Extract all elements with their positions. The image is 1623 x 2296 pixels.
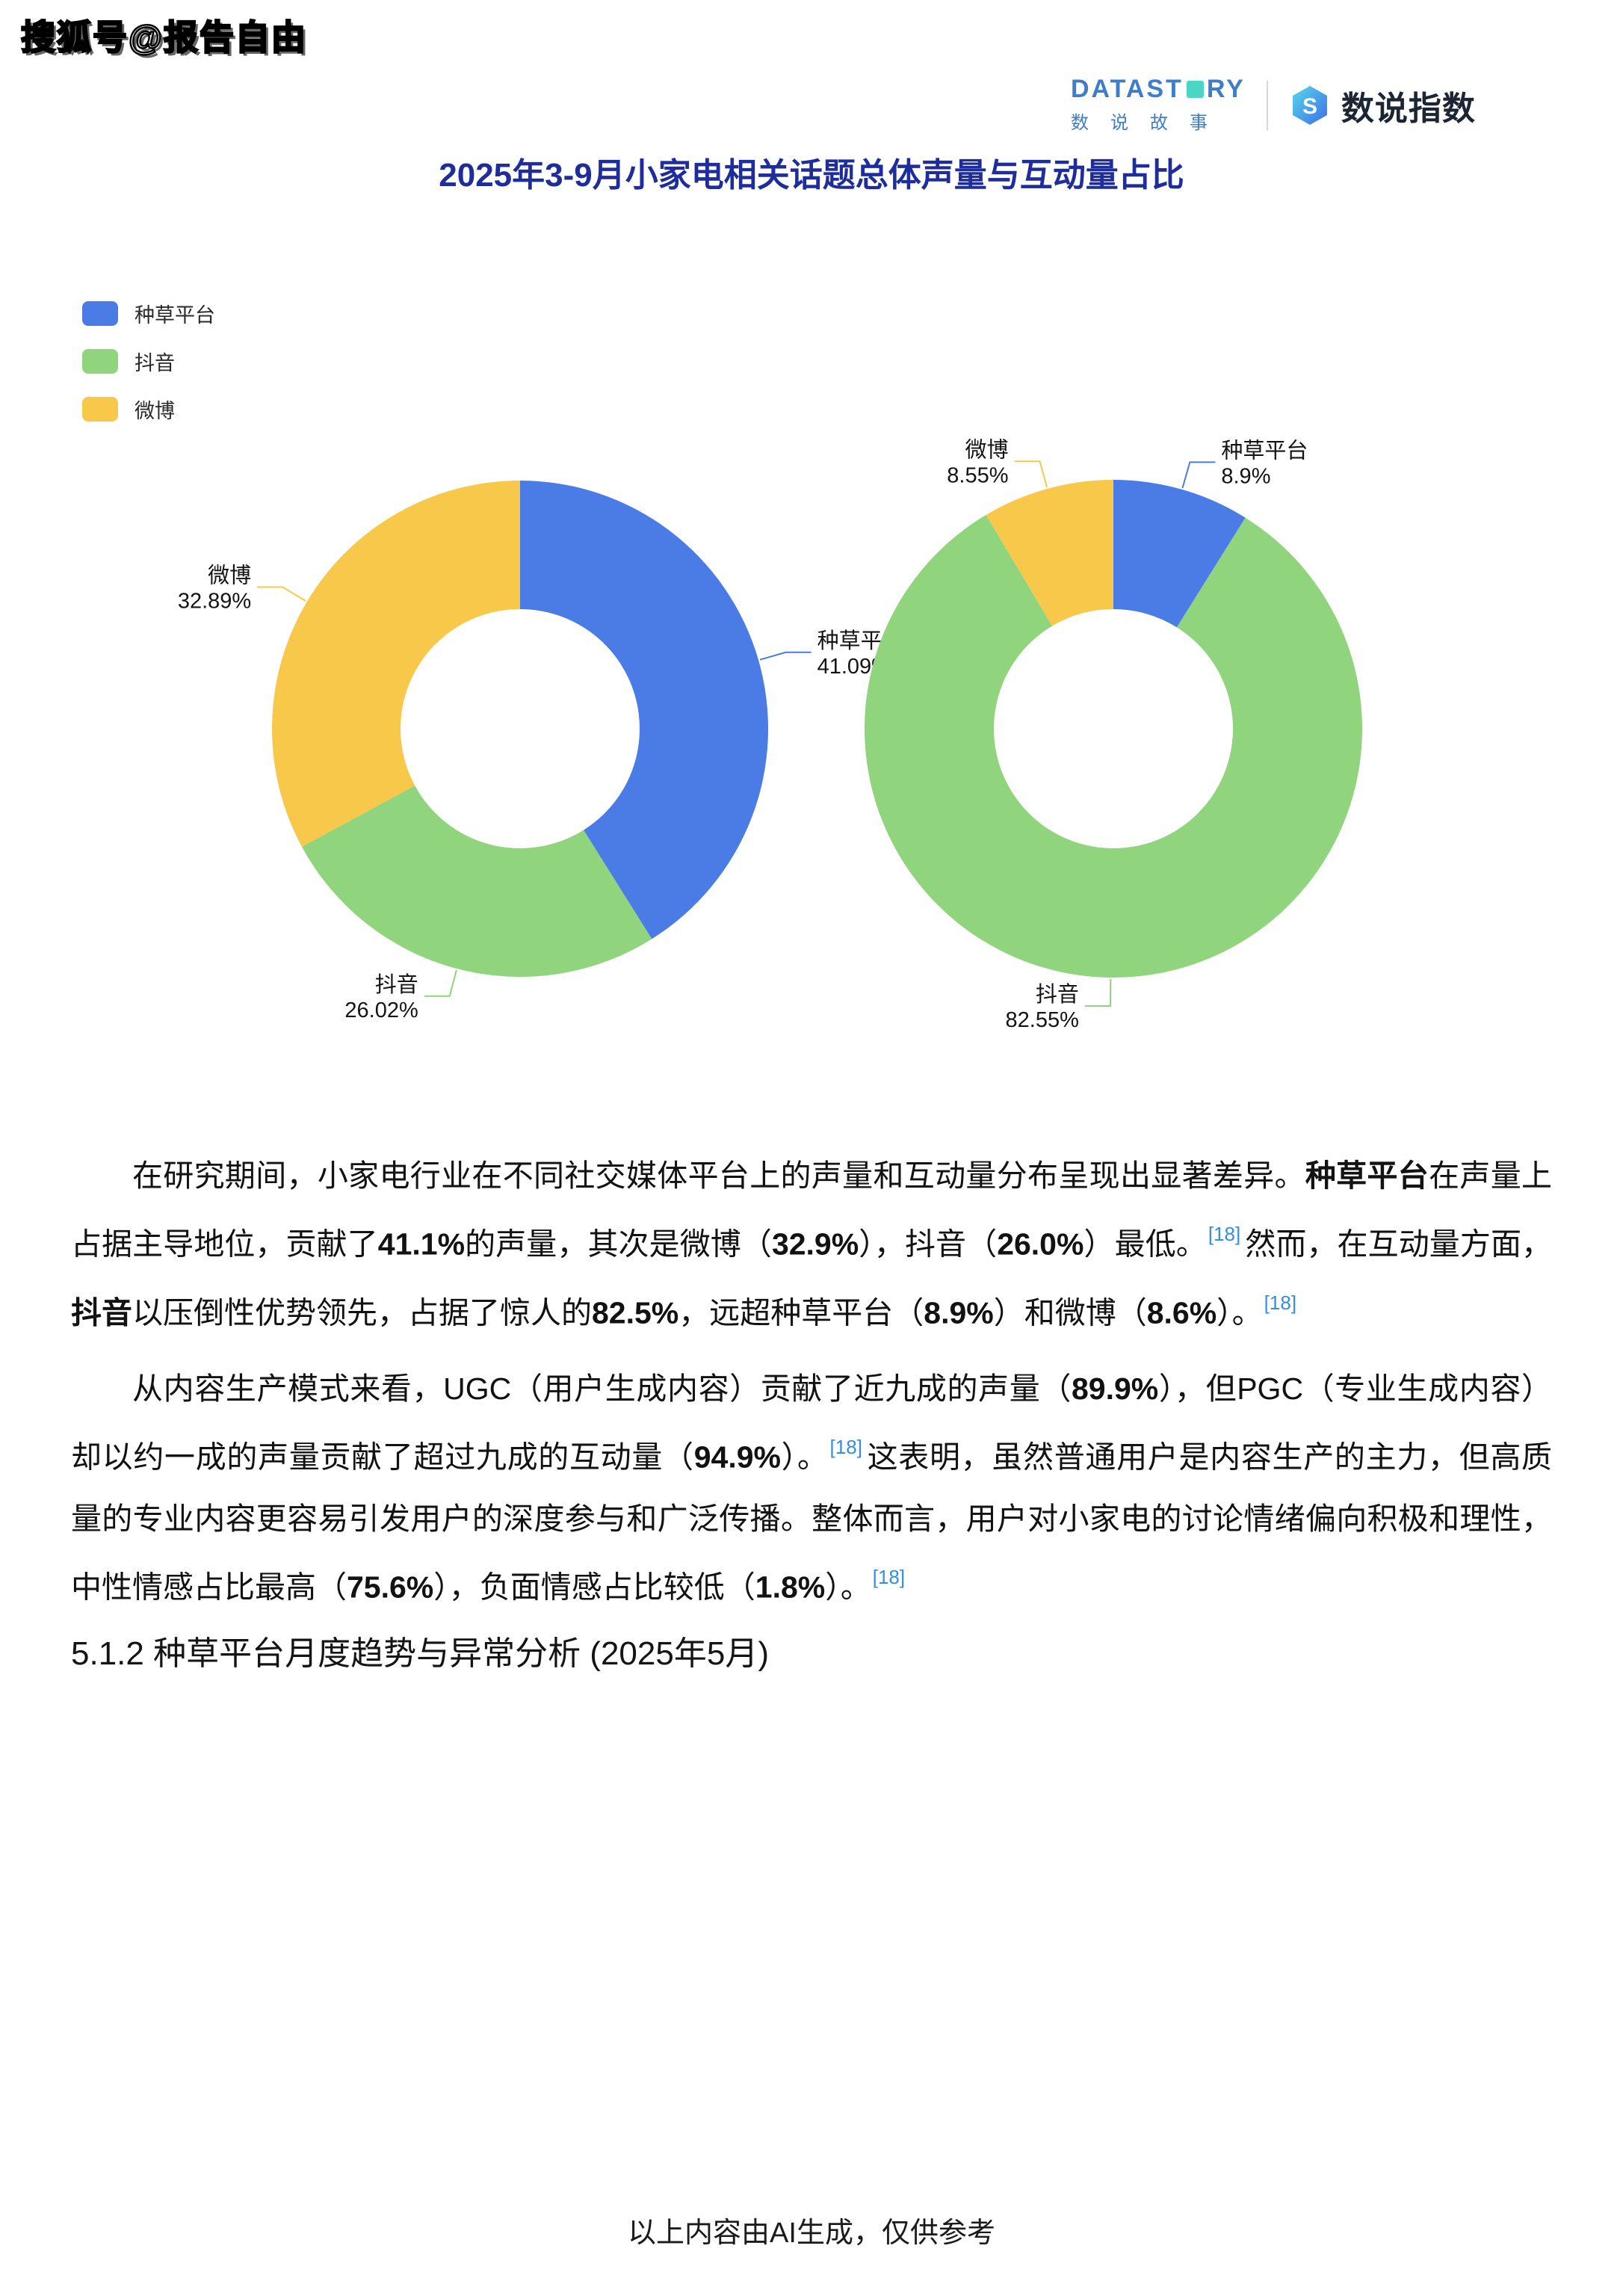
text-run: 的声量，其次是微博（ xyxy=(465,1226,772,1262)
datastory-wordmark: DATAST RY xyxy=(1071,76,1246,102)
slice-value-label: 32.89% xyxy=(178,590,251,614)
paragraph-volume-analysis: 在研究期间，小家电行业在不同社交媒体平台上的声量和互动量分布呈现出显著差异。种草… xyxy=(71,1145,1552,1343)
slice-互动量占比-种草平台 xyxy=(1113,480,1246,628)
bold-stat: 1.8% xyxy=(755,1570,826,1605)
slice-value-label: 8.55% xyxy=(947,463,1008,487)
ai-disclaimer: 以上内容由AI生成，仅供参考 xyxy=(628,2218,995,2249)
bold-stat: 32.9% xyxy=(771,1226,859,1262)
datastory-logo: DATAST RY 数说故事 xyxy=(1071,76,1246,134)
watermark: 搜狐号@报告自由 xyxy=(20,17,307,58)
slice-value-label: 26.02% xyxy=(344,999,418,1022)
bold-stat: 抖音 xyxy=(71,1295,132,1330)
legend-item-抖音: 抖音 xyxy=(82,347,215,376)
bold-stat: 75.6% xyxy=(347,1570,434,1605)
slice-name-label: 抖音 xyxy=(1036,982,1079,1007)
bold-stat: 89.9% xyxy=(1071,1371,1159,1407)
slice-name-label: 微博 xyxy=(208,564,251,588)
analysis-text: 在研究期间，小家电行业在不同社交媒体平台上的声量和互动量分布呈现出显著差异。种草… xyxy=(71,1145,1552,1673)
text-run: ）最低。 xyxy=(1083,1226,1207,1262)
header-logos: DATAST RY 数说故事 S 数说指数 xyxy=(1071,76,1476,134)
shushuo-index-text: 数说指数 xyxy=(1341,90,1476,127)
chart-legend: 种草平台 抖音 微博 xyxy=(82,299,215,442)
text-run: ）。 xyxy=(780,1439,829,1475)
slice-name-label: 微博 xyxy=(965,437,1009,462)
label-line xyxy=(1084,978,1112,1007)
bold-stat: 种草平台 xyxy=(1305,1158,1429,1193)
datastory-word-suffix: RY xyxy=(1206,75,1246,103)
citation-ref[interactable]: [18] xyxy=(872,1566,906,1589)
slice-name-label: 种草平台 xyxy=(1221,438,1308,463)
slice-声量占比-抖音 xyxy=(301,786,652,977)
legend-swatch xyxy=(82,349,118,374)
citation-ref[interactable]: [18] xyxy=(1208,1223,1241,1246)
bold-stat: 26.0% xyxy=(997,1226,1084,1262)
citation-ref[interactable]: [18] xyxy=(1264,1291,1297,1314)
text-run: ），抖音（ xyxy=(859,1226,998,1262)
bold-stat: 41.1% xyxy=(377,1226,466,1262)
text-run: 这表明，虽然普通用户是内容生产的主力，但高质量的专业内容更容易引发用户的深度参与… xyxy=(71,1439,1553,1605)
bold-stat: 8.6% xyxy=(1146,1295,1217,1330)
text-run: 在声量上占据主导地位，贡献了 xyxy=(71,1158,1553,1262)
datastory-chinese-name: 数说故事 xyxy=(1071,113,1229,133)
label-line xyxy=(759,651,812,661)
text-run: ），负面情感占比较低（ xyxy=(433,1570,755,1605)
text-run: 然而，在互动量方面， xyxy=(1245,1226,1553,1262)
chart-title: 2025年3-9月小家电相关话题总体声量与互动量占比 xyxy=(439,157,1184,194)
text-run: 在研究期间，小家电行业在不同社交媒体平台上的声量和互动量分布呈现出显著差异。 xyxy=(132,1158,1305,1193)
bold-stat: 94.9% xyxy=(693,1439,781,1475)
bold-stat: 82.5% xyxy=(592,1295,679,1330)
shushuo-index-mark-icon: S xyxy=(1292,85,1327,125)
legend-item-种草平台: 种草平台 xyxy=(82,299,215,328)
slice-互动量占比-抖音 xyxy=(865,514,1363,978)
slice-声量占比-微博 xyxy=(272,481,520,847)
legend-label: 种草平台 xyxy=(135,304,215,327)
text-run: ），但PGC（专业生成内容）却以约一成的声量贡献了超过九成的互动量（ xyxy=(71,1371,1552,1475)
label-line xyxy=(257,586,306,602)
text-run: 从内容生产模式来看，UGC（用户生成内容）贡献了近九成的声量（ xyxy=(132,1371,1072,1407)
datastory-word-prefix: DATAST xyxy=(1071,75,1184,103)
slice-互动量占比-微博 xyxy=(986,480,1113,626)
label-line xyxy=(424,969,457,997)
text-run: ）。 xyxy=(825,1570,871,1605)
slice-value-label: 82.55% xyxy=(1006,1008,1079,1032)
label-line xyxy=(1014,460,1048,488)
label-line xyxy=(1181,461,1216,489)
slice-name-label: 抖音 xyxy=(375,972,418,997)
legend-swatch xyxy=(82,301,118,326)
legend-label: 抖音 xyxy=(135,352,175,374)
legend-item-微博: 微博 xyxy=(82,395,215,424)
paragraph-ugc-pgc-analysis: 从内容生产模式来看，UGC（用户生成内容）贡献了近九成的声量（89.9%），但P… xyxy=(71,1358,1552,1617)
text-run: 以压倒性优势领先，占据了惊人的 xyxy=(132,1295,592,1330)
text-run: ，远超种草平台（ xyxy=(678,1295,924,1330)
text-run: ）。 xyxy=(1217,1295,1263,1330)
citation-ref[interactable]: [18] xyxy=(829,1436,862,1459)
shushuo-index-logo: S 数说指数 xyxy=(1289,81,1476,129)
datastory-square-icon xyxy=(1186,80,1204,98)
section-heading: 5.1.2 种草平台月度趋势与异常分析 (2025年5月) xyxy=(71,1635,769,1672)
logo-divider xyxy=(1266,80,1268,130)
legend-label: 微博 xyxy=(135,400,175,422)
slice-value-label: 8.9% xyxy=(1221,464,1270,488)
bold-stat: 8.9% xyxy=(924,1295,994,1330)
slice-声量占比-种草平台 xyxy=(520,481,768,939)
text-run: ）和微博（ xyxy=(993,1295,1147,1330)
legend-swatch xyxy=(82,397,118,422)
svg-text:S: S xyxy=(1302,94,1317,119)
